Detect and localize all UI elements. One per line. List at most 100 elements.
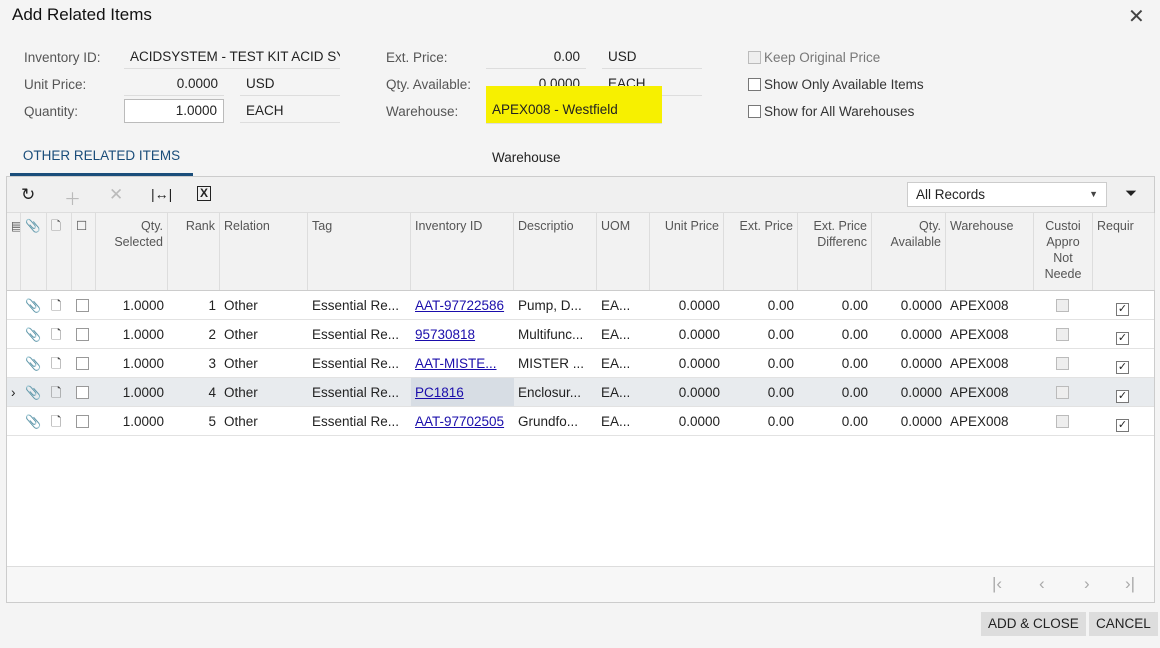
inventory-id-link[interactable]: AAT-97722586: [415, 298, 505, 313]
row-select-checkbox[interactable]: [72, 291, 96, 319]
related-items-grid: ↻ ＋ ✕ |↔| X All Records▼ ⏷ ▤📎🗋☐Qty. Sele…: [6, 176, 1155, 603]
attachment-icon[interactable]: 📎: [25, 385, 42, 400]
customer-approval-checkbox: [1034, 291, 1093, 319]
refresh-icon[interactable]: ↻: [21, 185, 36, 204]
table-cell: APEX008: [950, 327, 1009, 342]
note-icon[interactable]: 🗋: [51, 298, 62, 313]
attachment-icon[interactable]: 📎: [21, 213, 47, 290]
note-icon[interactable]: 🗋: [51, 385, 62, 400]
grid-toolbar: ↻ ＋ ✕ |↔| X All Records ▼ ⏷: [7, 177, 1154, 213]
show-all-warehouses-checkbox[interactable]: Show for All Warehouses: [748, 104, 914, 119]
column-header[interactable]: Relation: [220, 213, 308, 290]
show-only-available-checkbox[interactable]: Show Only Available Items: [748, 77, 924, 92]
unit-price-currency: USD: [240, 72, 340, 96]
inventory-id-link[interactable]: 95730818: [415, 327, 476, 342]
row-select-checkbox[interactable]: [72, 349, 96, 377]
column-header[interactable]: Ext. Price: [724, 213, 798, 290]
attachment-icon[interactable]: 📎: [25, 414, 42, 429]
table-cell: Essential Re...: [312, 414, 400, 429]
attachment-icon[interactable]: 📎: [25, 298, 42, 313]
table-cell: 0.00: [767, 414, 794, 429]
row-select-checkbox[interactable]: [72, 378, 96, 406]
column-header[interactable]: Qty. Selected: [96, 213, 168, 290]
note-icon[interactable]: 🗋: [51, 356, 62, 371]
prev-page-icon[interactable]: ‹: [1039, 574, 1045, 593]
table-cell: EA...: [601, 356, 631, 371]
ext-price-value: 0.00: [486, 45, 586, 69]
row-indicator: [7, 349, 21, 377]
first-page-icon[interactable]: |‹: [992, 574, 1003, 593]
column-header[interactable]: Qty. Available: [872, 213, 946, 290]
table-cell: 0.0000: [678, 414, 720, 429]
table-cell: Grundfo...: [518, 414, 579, 429]
ext-price-currency: USD: [602, 45, 702, 69]
customer-approval-checkbox: [1034, 407, 1093, 435]
table-cell: APEX008: [950, 298, 1009, 313]
table-row[interactable]: › 📎 🗋 1.0000 4 Other Essential Re... PC1816 Encl…: [7, 378, 1154, 407]
column-header[interactable]: Warehouse: [946, 213, 1034, 290]
customer-approval-checkbox: [1034, 320, 1093, 348]
table-cell: 0.00: [841, 356, 868, 371]
note-icon[interactable]: 🗋: [47, 213, 72, 290]
column-header[interactable]: Inventory ID: [411, 213, 514, 290]
delete-icon[interactable]: ✕: [109, 185, 124, 204]
quantity-input[interactable]: 1.0000: [124, 99, 224, 123]
table-row[interactable]: 📎 🗋 1.0000 3 Other Essential Re... AAT-MISTE..…: [7, 349, 1154, 378]
last-page-icon[interactable]: ›|: [1125, 574, 1136, 593]
close-icon[interactable]: ✕: [1128, 6, 1145, 28]
table-row[interactable]: 📎 🗋 1.0000 5 Other Essential Re... AAT-9770250…: [7, 407, 1154, 436]
table-cell: 0.0000: [678, 298, 720, 313]
add-icon[interactable]: ＋: [64, 190, 81, 209]
table-cell: Other: [224, 356, 258, 371]
table-row[interactable]: 📎 🗋 1.0000 2 Other Essential Re... 95730818 Mul…: [7, 320, 1154, 349]
column-header[interactable]: Custoi Appro Not Neede: [1034, 213, 1093, 290]
inventory-id-link[interactable]: AAT-97702505: [415, 414, 505, 429]
table-row[interactable]: 📎 🗋 1.0000 1 Other Essential Re... AAT-9772258…: [7, 291, 1154, 320]
quantity-label: Quantity:: [24, 104, 79, 119]
export-excel-icon[interactable]: X: [197, 186, 212, 201]
table-cell: 5: [208, 414, 216, 429]
attachment-icon[interactable]: 📎: [25, 327, 42, 342]
row-indicator: ›: [11, 385, 16, 400]
column-header[interactable]: Unit Price: [650, 213, 724, 290]
warehouse-value[interactable]: APEX008 - Westfield Warehouse: [486, 86, 662, 165]
attachment-icon[interactable]: 📎: [25, 356, 42, 371]
table-cell: Enclosur...: [518, 385, 582, 400]
grid-header: ▤📎🗋☐Qty. SelectedRankRelationTagInventor…: [7, 213, 1155, 291]
table-cell: EA...: [601, 327, 631, 342]
table-cell: 1.0000: [122, 385, 164, 400]
records-filter-select[interactable]: All Records ▼: [907, 182, 1107, 207]
dialog-title: Add Related Items: [12, 5, 152, 24]
table-cell: 0.00: [841, 327, 868, 342]
row-select-checkbox[interactable]: [72, 320, 96, 348]
filter-icon[interactable]: ⏷: [1125, 185, 1138, 202]
column-header[interactable]: UOM: [597, 213, 650, 290]
row-indicator: [7, 407, 21, 435]
column-header[interactable]: Rank: [168, 213, 220, 290]
select-all-checkbox[interactable]: ☐: [72, 213, 96, 290]
inventory-id-link[interactable]: PC1816: [411, 378, 514, 406]
next-page-icon[interactable]: ›: [1084, 574, 1090, 593]
fit-columns-icon[interactable]: |↔|: [151, 186, 173, 202]
qty-available-label: Qty. Available:: [386, 77, 472, 92]
table-cell: 0.00: [767, 298, 794, 313]
tab-other-related-items[interactable]: OTHER RELATED ITEMS: [10, 143, 193, 176]
table-cell: Other: [224, 414, 258, 429]
table-cell: 0.0000: [678, 385, 720, 400]
column-header[interactable]: Requir: [1093, 213, 1155, 290]
inventory-id-link[interactable]: AAT-MISTE...: [415, 356, 497, 371]
column-settings-icon[interactable]: ▤: [7, 213, 21, 290]
note-icon[interactable]: 🗋: [51, 414, 62, 429]
add-close-button[interactable]: ADD & CLOSE: [981, 612, 1086, 636]
table-cell: 1.0000: [122, 327, 164, 342]
table-cell: 3: [208, 356, 216, 371]
note-icon[interactable]: 🗋: [51, 327, 62, 342]
column-header[interactable]: Tag: [308, 213, 411, 290]
row-select-checkbox[interactable]: [72, 407, 96, 435]
column-header[interactable]: Descriptio: [514, 213, 597, 290]
cancel-button[interactable]: CANCEL: [1089, 612, 1158, 636]
required-checkbox: ✓: [1116, 419, 1129, 432]
row-indicator: [7, 291, 21, 319]
column-header[interactable]: Ext. Price Differenc: [798, 213, 872, 290]
table-cell: Other: [224, 327, 258, 342]
